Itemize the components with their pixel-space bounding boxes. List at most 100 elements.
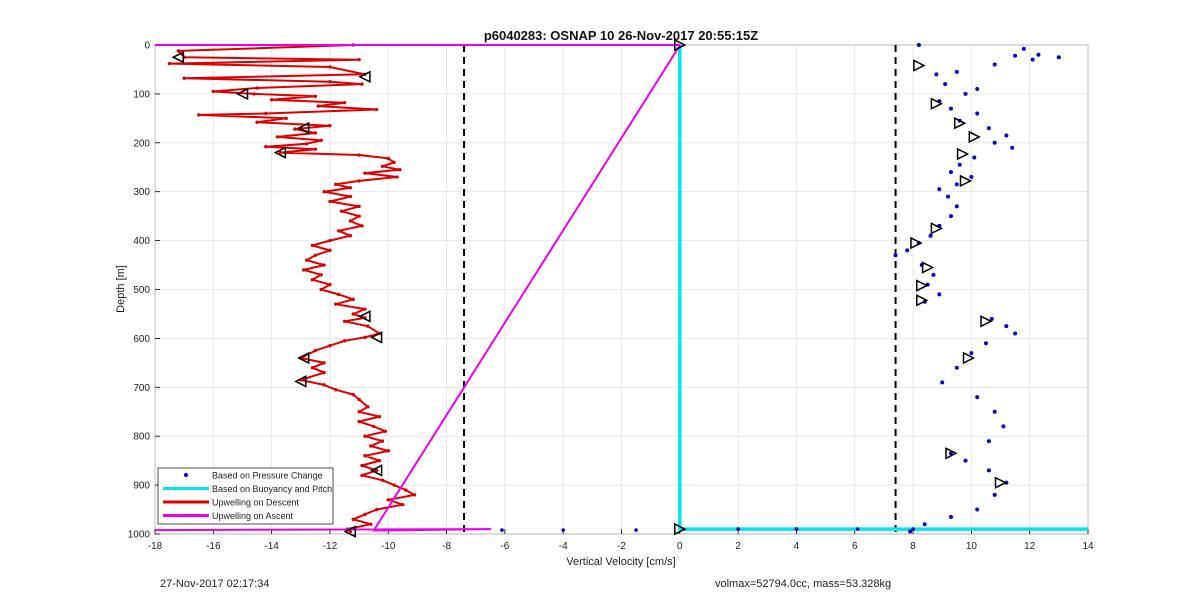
descent-marker [235, 87, 249, 101]
descent-point [339, 209, 344, 213]
descent-point [342, 339, 347, 343]
descent-point [304, 258, 309, 262]
pressure-change-point [948, 170, 953, 175]
descent-point [357, 179, 361, 183]
descent-point [328, 238, 332, 243]
descent-point [334, 302, 338, 306]
pressure-change-point [908, 529, 913, 534]
descent-point [357, 410, 361, 414]
legend-label: Upwelling on Ascent [212, 511, 294, 521]
descent-point [380, 164, 385, 168]
descent-point [336, 292, 341, 297]
descent-point [363, 454, 367, 458]
x-tick-label: -14 [264, 541, 279, 552]
descent-marker [273, 146, 287, 159]
y-tick-label: 800 [133, 432, 150, 443]
descent-point [328, 344, 332, 348]
descent-point [301, 268, 306, 272]
descent-point [328, 65, 332, 69]
pressure-change-point [969, 175, 974, 180]
pressure-change-point [946, 194, 951, 199]
x-tick-label: 10 [966, 541, 978, 552]
pressure-change-point [905, 248, 910, 253]
ascent-marker [962, 351, 976, 365]
descent-marker [297, 121, 310, 135]
pressure-change-point [1013, 331, 1018, 336]
pressure-change-point [1056, 55, 1061, 60]
descent-point [264, 145, 268, 149]
pressure-change-point [963, 91, 968, 96]
descent-point [328, 79, 332, 84]
descent-marker [369, 464, 383, 477]
x-tick-label: 4 [794, 541, 800, 552]
descent-point [336, 229, 341, 233]
x-tick-label: 2 [735, 541, 741, 552]
pressure-change-point [975, 111, 980, 116]
descent-point [395, 175, 399, 179]
descent-point [386, 156, 390, 161]
ascent-marker [916, 294, 929, 307]
descent-marker [294, 375, 307, 388]
legend-label: Upwelling on Descent [212, 498, 300, 508]
descent-point [380, 478, 385, 482]
pressure-change-point [975, 507, 980, 512]
descent-point [363, 512, 367, 517]
pressure-change-point [1013, 53, 1018, 58]
series-group [154, 43, 1088, 534]
descent-point [386, 449, 390, 453]
descent-marker [343, 525, 357, 538]
descent-point [360, 473, 364, 478]
descent-point [348, 234, 353, 238]
descent-point [328, 248, 332, 253]
descent-point [328, 282, 332, 287]
x-tick-label: -18 [148, 541, 163, 552]
pressure-change-point [954, 69, 959, 74]
descent-point [351, 297, 355, 301]
descent-point [357, 397, 361, 402]
descent-point [369, 522, 373, 526]
descent-point [319, 273, 323, 277]
ascent-marker [674, 38, 687, 52]
descent-marker [358, 70, 371, 84]
y-tick-label: 0 [144, 41, 150, 52]
reference-lines [463, 45, 897, 534]
descent-point [269, 98, 274, 102]
descent-point [401, 502, 405, 507]
ascent-marker [916, 279, 929, 292]
x-tick-label: 6 [852, 541, 858, 552]
ascent-dot [794, 527, 799, 531]
descent-point [275, 135, 280, 139]
x-tick-label: 12 [1024, 541, 1036, 552]
descent-point [313, 131, 318, 135]
descent-point [176, 49, 181, 53]
descent-point [398, 167, 402, 172]
y-tick-label: 200 [133, 138, 150, 149]
descent-point [182, 76, 186, 80]
descent-point [255, 86, 259, 90]
descent-point [392, 160, 396, 165]
ascent-marker [959, 174, 973, 188]
descent-point [357, 57, 361, 62]
descent-point [313, 253, 318, 257]
legend-label: Based on Buoyancy and Pitch [212, 484, 332, 494]
pressure-change-point [893, 253, 898, 258]
pressure-change-point [986, 126, 991, 131]
ascent-marker [956, 147, 970, 161]
descent-point [360, 463, 364, 468]
pressure-change-point [992, 62, 997, 67]
chart-title: p6040283: OSNAP 10 26-Nov-2017 20:55:15Z [484, 28, 758, 43]
descent-point [380, 439, 385, 443]
y-tick-label: 600 [133, 334, 150, 345]
descent-point [197, 113, 201, 117]
pressure-change-point [928, 233, 933, 238]
descent-point [322, 263, 326, 267]
pressure-change-point [948, 451, 953, 456]
legend-symbol [184, 473, 188, 477]
descent-point [360, 82, 364, 86]
pressure-change-point [954, 365, 959, 370]
ascent-marker [968, 130, 981, 144]
x-tick-label: -12 [323, 541, 338, 552]
pressure-change-point [957, 162, 962, 167]
pressure-change-point [972, 155, 977, 160]
ascent-marker [994, 476, 1008, 489]
